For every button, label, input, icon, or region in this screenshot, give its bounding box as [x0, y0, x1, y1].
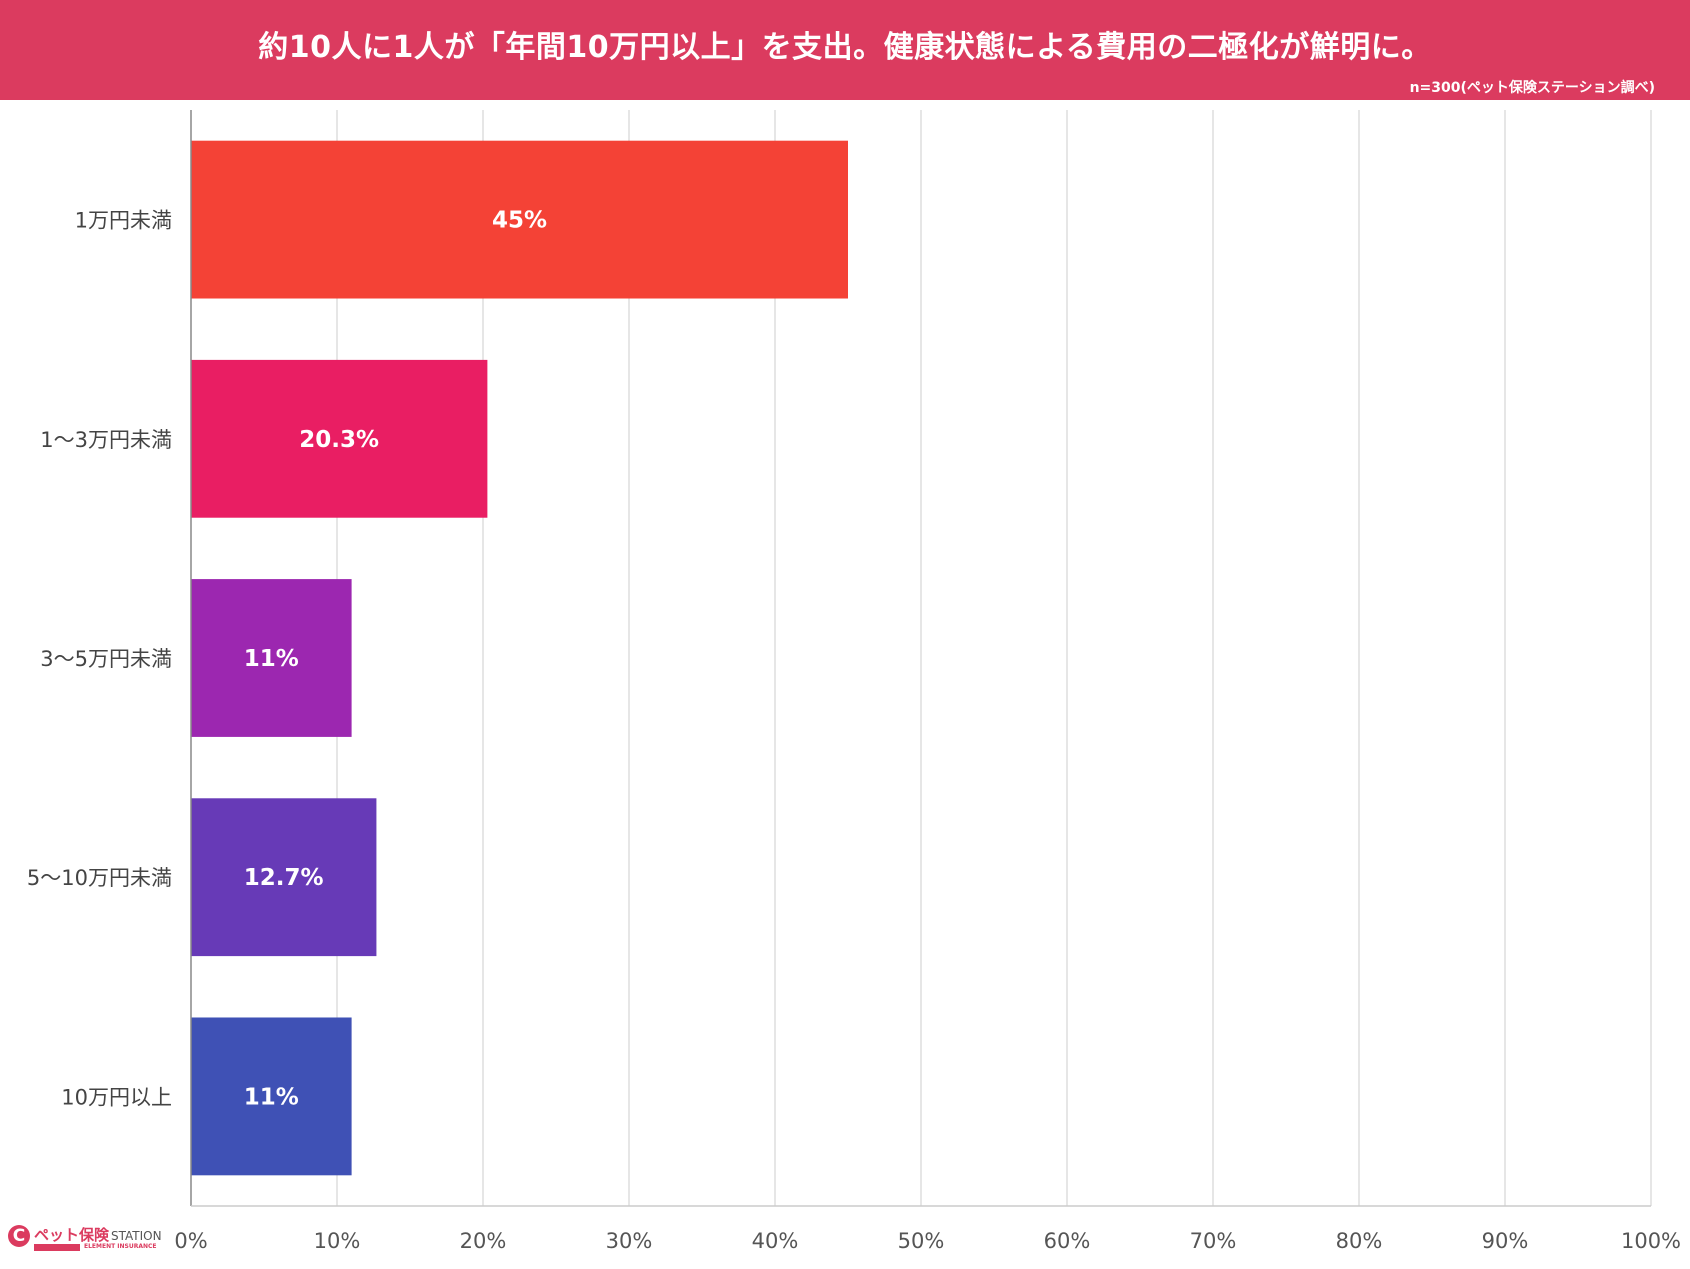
x-tick-label: 50%	[898, 1229, 945, 1253]
bar-data-label: 12.7%	[244, 865, 324, 891]
bar-data-label: 11%	[244, 646, 299, 672]
logo-subbar	[34, 1244, 80, 1251]
x-tick-label: 60%	[1044, 1229, 1091, 1253]
x-tick-label: 70%	[1190, 1229, 1237, 1253]
bar-data-label: 20.3%	[299, 427, 379, 453]
chart-header: 約10人に1人が「年間10万円以上」を支出。健康状態による費用の二極化が鮮明に。…	[0, 0, 1690, 100]
logo-name: ペット保険 STATION	[34, 1224, 162, 1245]
bar	[191, 1017, 352, 1176]
category-label: 1〜3万円未満	[40, 428, 172, 452]
bar	[191, 579, 352, 737]
logo-mark-icon: C	[8, 1225, 30, 1247]
bar-data-label: 11%	[244, 1084, 299, 1110]
category-label: 1万円未満	[75, 209, 172, 233]
x-tick-label: 30%	[606, 1229, 653, 1253]
logo-station-text: STATION	[111, 1229, 162, 1243]
bar-chart: 45% 1万円未満 20.3% 1〜3万円未満 11% 3〜5万円未満 12.7% 5〜10万…	[27, 110, 1681, 1253]
bar	[191, 140, 848, 299]
x-tick-label: 0%	[174, 1229, 207, 1253]
bar	[191, 798, 377, 957]
brand-logo: C ペット保険 STATION ELEMENT INSURANCE	[8, 1225, 168, 1257]
category-label: 5〜10万円未満	[27, 866, 172, 890]
x-tick-label: 40%	[752, 1229, 799, 1253]
bar	[191, 359, 488, 518]
x-tick-label: 100%	[1621, 1229, 1681, 1253]
logo-tagline: ELEMENT INSURANCE	[84, 1243, 157, 1250]
logo-name-text: ペット保険	[34, 1226, 110, 1244]
chart-title: 約10人に1人が「年間10万円以上」を支出。健康状態による費用の二極化が鮮明に。	[258, 30, 1432, 65]
category-label: 3〜5万円未満	[40, 647, 172, 671]
bar-data-label: 45%	[492, 208, 547, 234]
x-tick-label: 80%	[1336, 1229, 1383, 1253]
x-tick-label: 20%	[460, 1229, 507, 1253]
x-tick-label: 10%	[314, 1229, 361, 1253]
x-tick-label: 90%	[1482, 1229, 1529, 1253]
category-label: 10万円以上	[61, 1085, 172, 1109]
sample-note: n=300(ペット保険ステーション調べ)	[1409, 80, 1655, 96]
